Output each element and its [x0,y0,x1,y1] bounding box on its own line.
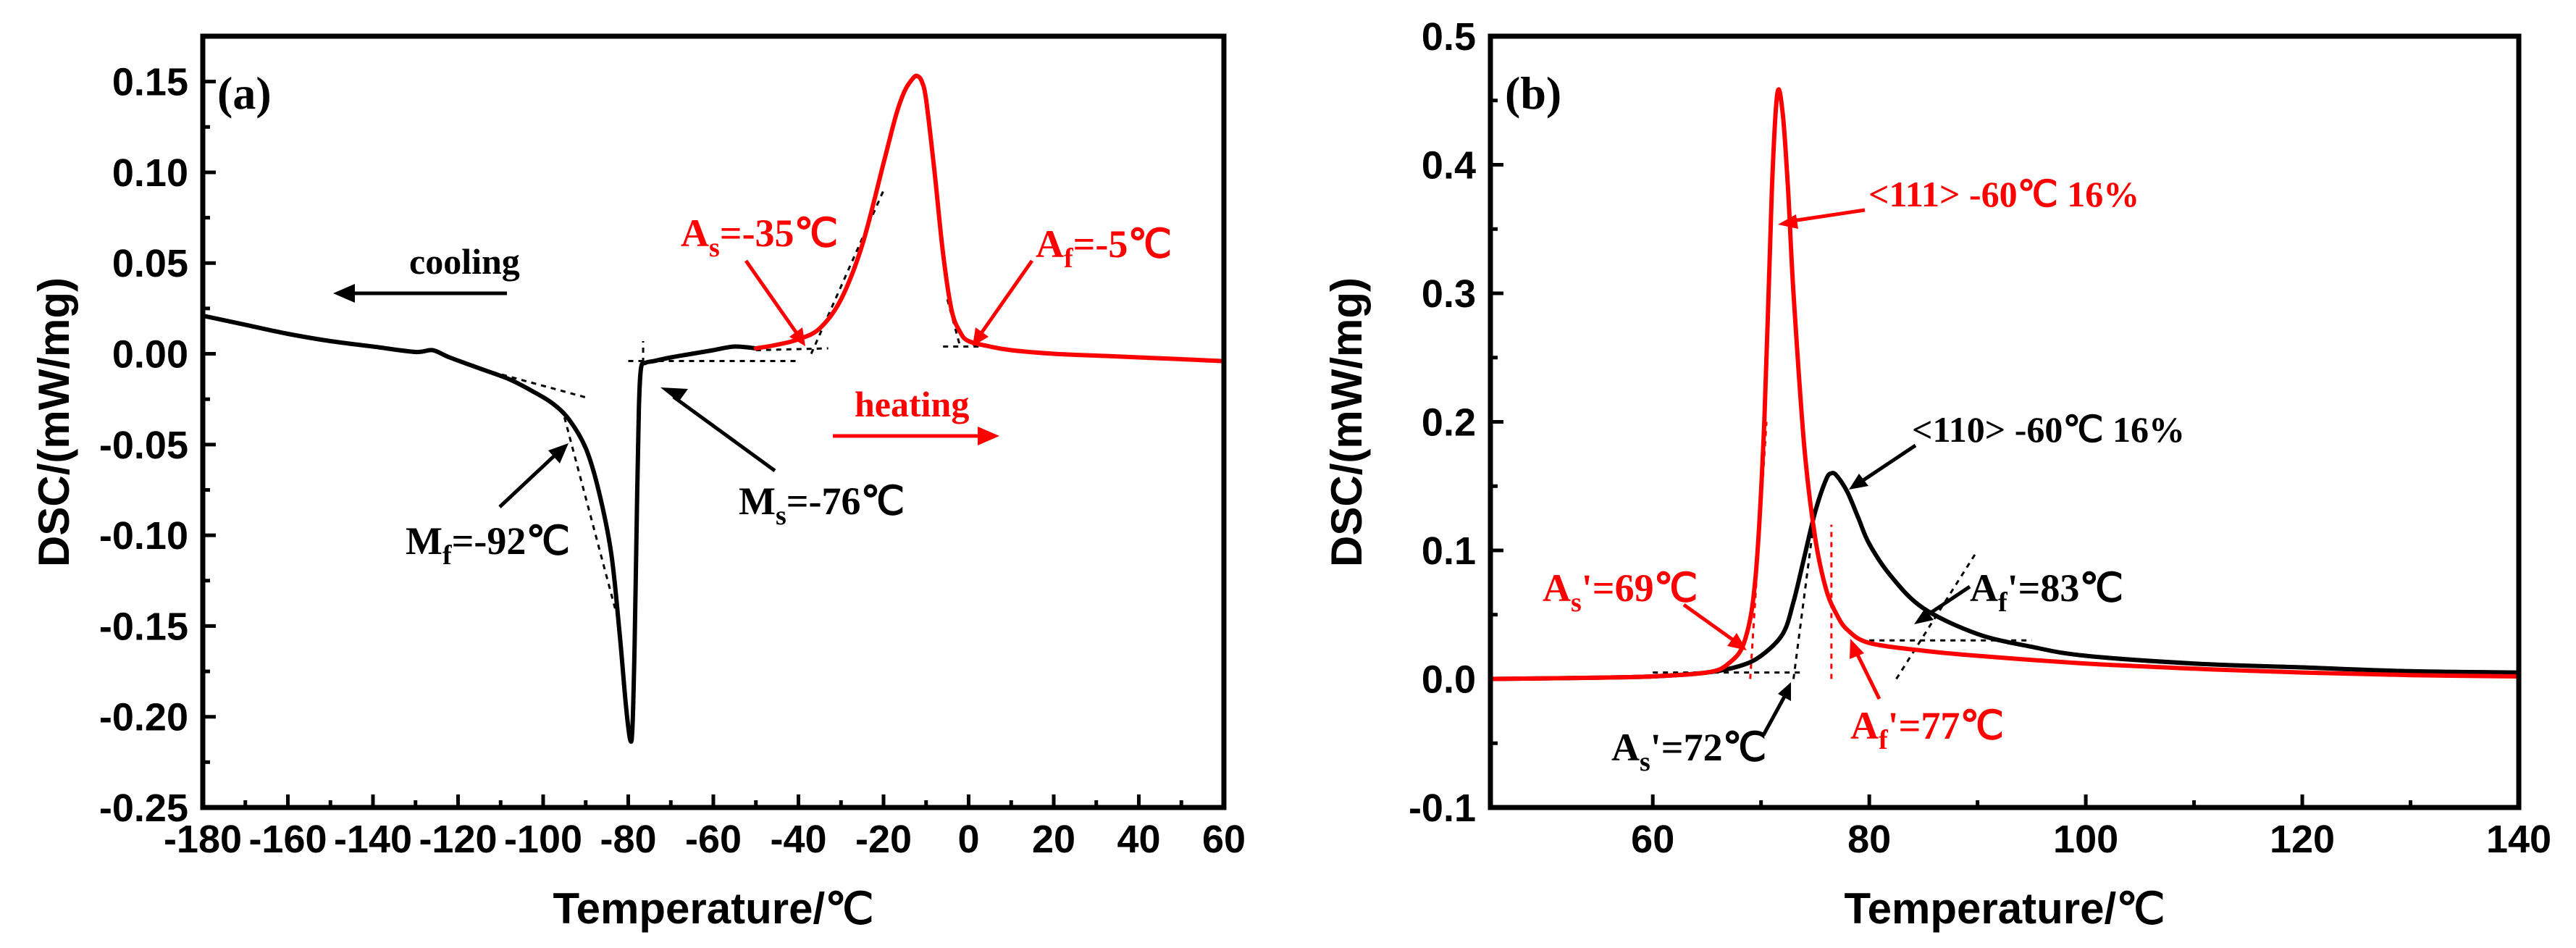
panel-b-y-tick-label: 0.1 [1422,529,1476,573]
panel-b-frame [1488,33,2522,810]
panel-b-chart: 60 80 100 120 140-0.10.00.10.20.30.40.5 (b) … [1322,15,2551,933]
panel-b-x-tick-label: 60 [1631,818,1674,861]
panel-a-x-tick-label: -140 [334,818,412,861]
label-111-arrowhead [1778,214,1798,229]
af-prime-111-annotation: Af'=77℃ [1850,704,2004,755]
panel-a-y-tick-label: -0.25 [99,786,188,830]
panel-a-y-tick-label: 0.15 [112,61,188,104]
af-prime-110-arrow [1925,584,1971,618]
panel-a-x-tick-label: 60 [1202,818,1246,861]
label-111-arrow [1792,208,1866,223]
as-prime-110-arrow [1761,694,1787,737]
label-111: <111> -60℃ 16% [1868,174,2139,214]
panel-a-x-tick-label: -180 [164,818,242,861]
panel-a-x-tick-label: -120 [419,818,497,861]
as-annotation: As=-35℃ [681,211,838,263]
panel-a-y-tick-label: 0.00 [112,333,188,377]
panel-a-frame [200,33,1227,810]
panel-a-x-tick-label: -40 [770,818,826,861]
panel-a-y-tick-label: -0.15 [99,605,188,648]
cooling-label: cooling [409,241,520,282]
panel-b-x-axis-title: Temperature/℃ [1844,884,2165,933]
panel-b-y-tick-label: -0.1 [1409,786,1476,830]
af-arrowhead [973,327,989,346]
as-arrow [744,259,799,335]
panel-b-y-tick-label: 0.5 [1422,15,1476,59]
panel-b-y-tick-label: 0.3 [1422,272,1476,316]
panel-b-series-110-60-16 [1488,471,2521,681]
panel-b-tangent-line [1792,511,1816,679]
af-prime-110-arrowhead [1914,608,1934,624]
panel-a-label: (a) [217,67,272,119]
panel-a-x-tick-label: -60 [685,818,742,861]
heating-arrowhead [978,427,999,445]
af-prime-111-arrow [1854,650,1881,700]
cooling-arrowhead [333,284,355,303]
as-prime-111-arrowhead [1727,633,1747,650]
panel-b-y-tick-label: 0.0 [1422,658,1476,702]
ms-annotation: Ms=-76℃ [739,479,905,531]
heating-label: heating [855,384,969,424]
panel-a-tangent-line [563,416,621,626]
label-110-arrowhead [1849,474,1868,490]
panel-a-x-tick-label: -160 [248,818,327,861]
af-arrow [979,259,1034,335]
panel-b-tangent-lines [1653,421,2032,680]
panel-a-series [201,73,1226,744]
panel-b-y-tick-label: 0.2 [1422,401,1476,445]
panel-a-tangent-line [755,347,828,352]
panel-b-label: (b) [1505,67,1561,119]
panel-a-chart: -180 -160 -140 -120 -100 -80 -60 -40 -20 0 20 40 60 -… [30,33,1246,933]
panel-a-x-tick-label: 40 [1117,818,1160,861]
panel-a-series-cooling [201,313,758,744]
panel-a-x-tick-label: -100 [504,818,582,861]
af-annotation: Af=-5℃ [1036,222,1172,274]
panel-a-x-tick-label: -80 [600,818,656,861]
panel-b-y-tick-label: 0.4 [1422,144,1476,188]
panel-a-y-tick-label: 0.10 [112,151,188,195]
panel-a-y-tick-label: -0.05 [99,424,188,467]
mf-annotation: Mf=-92℃ [406,519,570,571]
panel-a-x-axis-title: Temperature/℃ [553,884,873,933]
as-prime-111-annotation: As'=69℃ [1543,566,1698,618]
as-prime-110-annotation: As'=72℃ [1611,726,1766,777]
label-110-arrow [1860,443,1917,484]
panel-a-x-tick-label: -20 [855,818,912,861]
panel-b-ticks: 60 80 100 120 140 -0.1 0.0 0.1 0.2 0.3 0.4 0.5 [1409,15,2551,861]
panel-b-x-tick-label: 140 [2486,818,2551,861]
label-110: <110> -60℃ 16% [1912,409,2185,450]
panel-a-ticks: -180 -160 -140 -120 -100 -80 -60 -40 -20 0 20 40 60 -… [99,61,1246,861]
panel-a-series-heating [753,73,1226,364]
panel-a-y-tick-label: -0.10 [99,514,188,558]
panel-b-x-tick-label: 100 [2053,818,2118,861]
panel-a-y-tick-label: -0.20 [99,696,188,739]
panel-b-x-tick-label: 120 [2270,818,2335,861]
af-prime-111-arrowhead [1850,639,1864,659]
ms-arrowhead [660,387,688,402]
panel-a-x-tick-label: 20 [1032,818,1075,861]
ms-arrow [672,395,776,473]
mf-arrowhead [548,443,569,463]
panel-a-y-tick-label: 0.05 [112,242,188,285]
af-prime-110-annotation: Af'=83℃ [1970,566,2123,618]
panel-b-x-tick-label: 80 [1847,818,1891,861]
panel-a-x-tick-label: 0 [957,818,979,861]
mf-arrow [498,451,559,508]
panel-a-y-axis-title: DSC/(mW/mg) [30,277,78,567]
as-prime-110-arrowhead [1778,682,1791,701]
panel-b-y-axis-title: DSC/(mW/mg) [1322,277,1371,567]
as-arrowhead [789,327,805,346]
as-prime-111-arrow [1682,603,1736,643]
